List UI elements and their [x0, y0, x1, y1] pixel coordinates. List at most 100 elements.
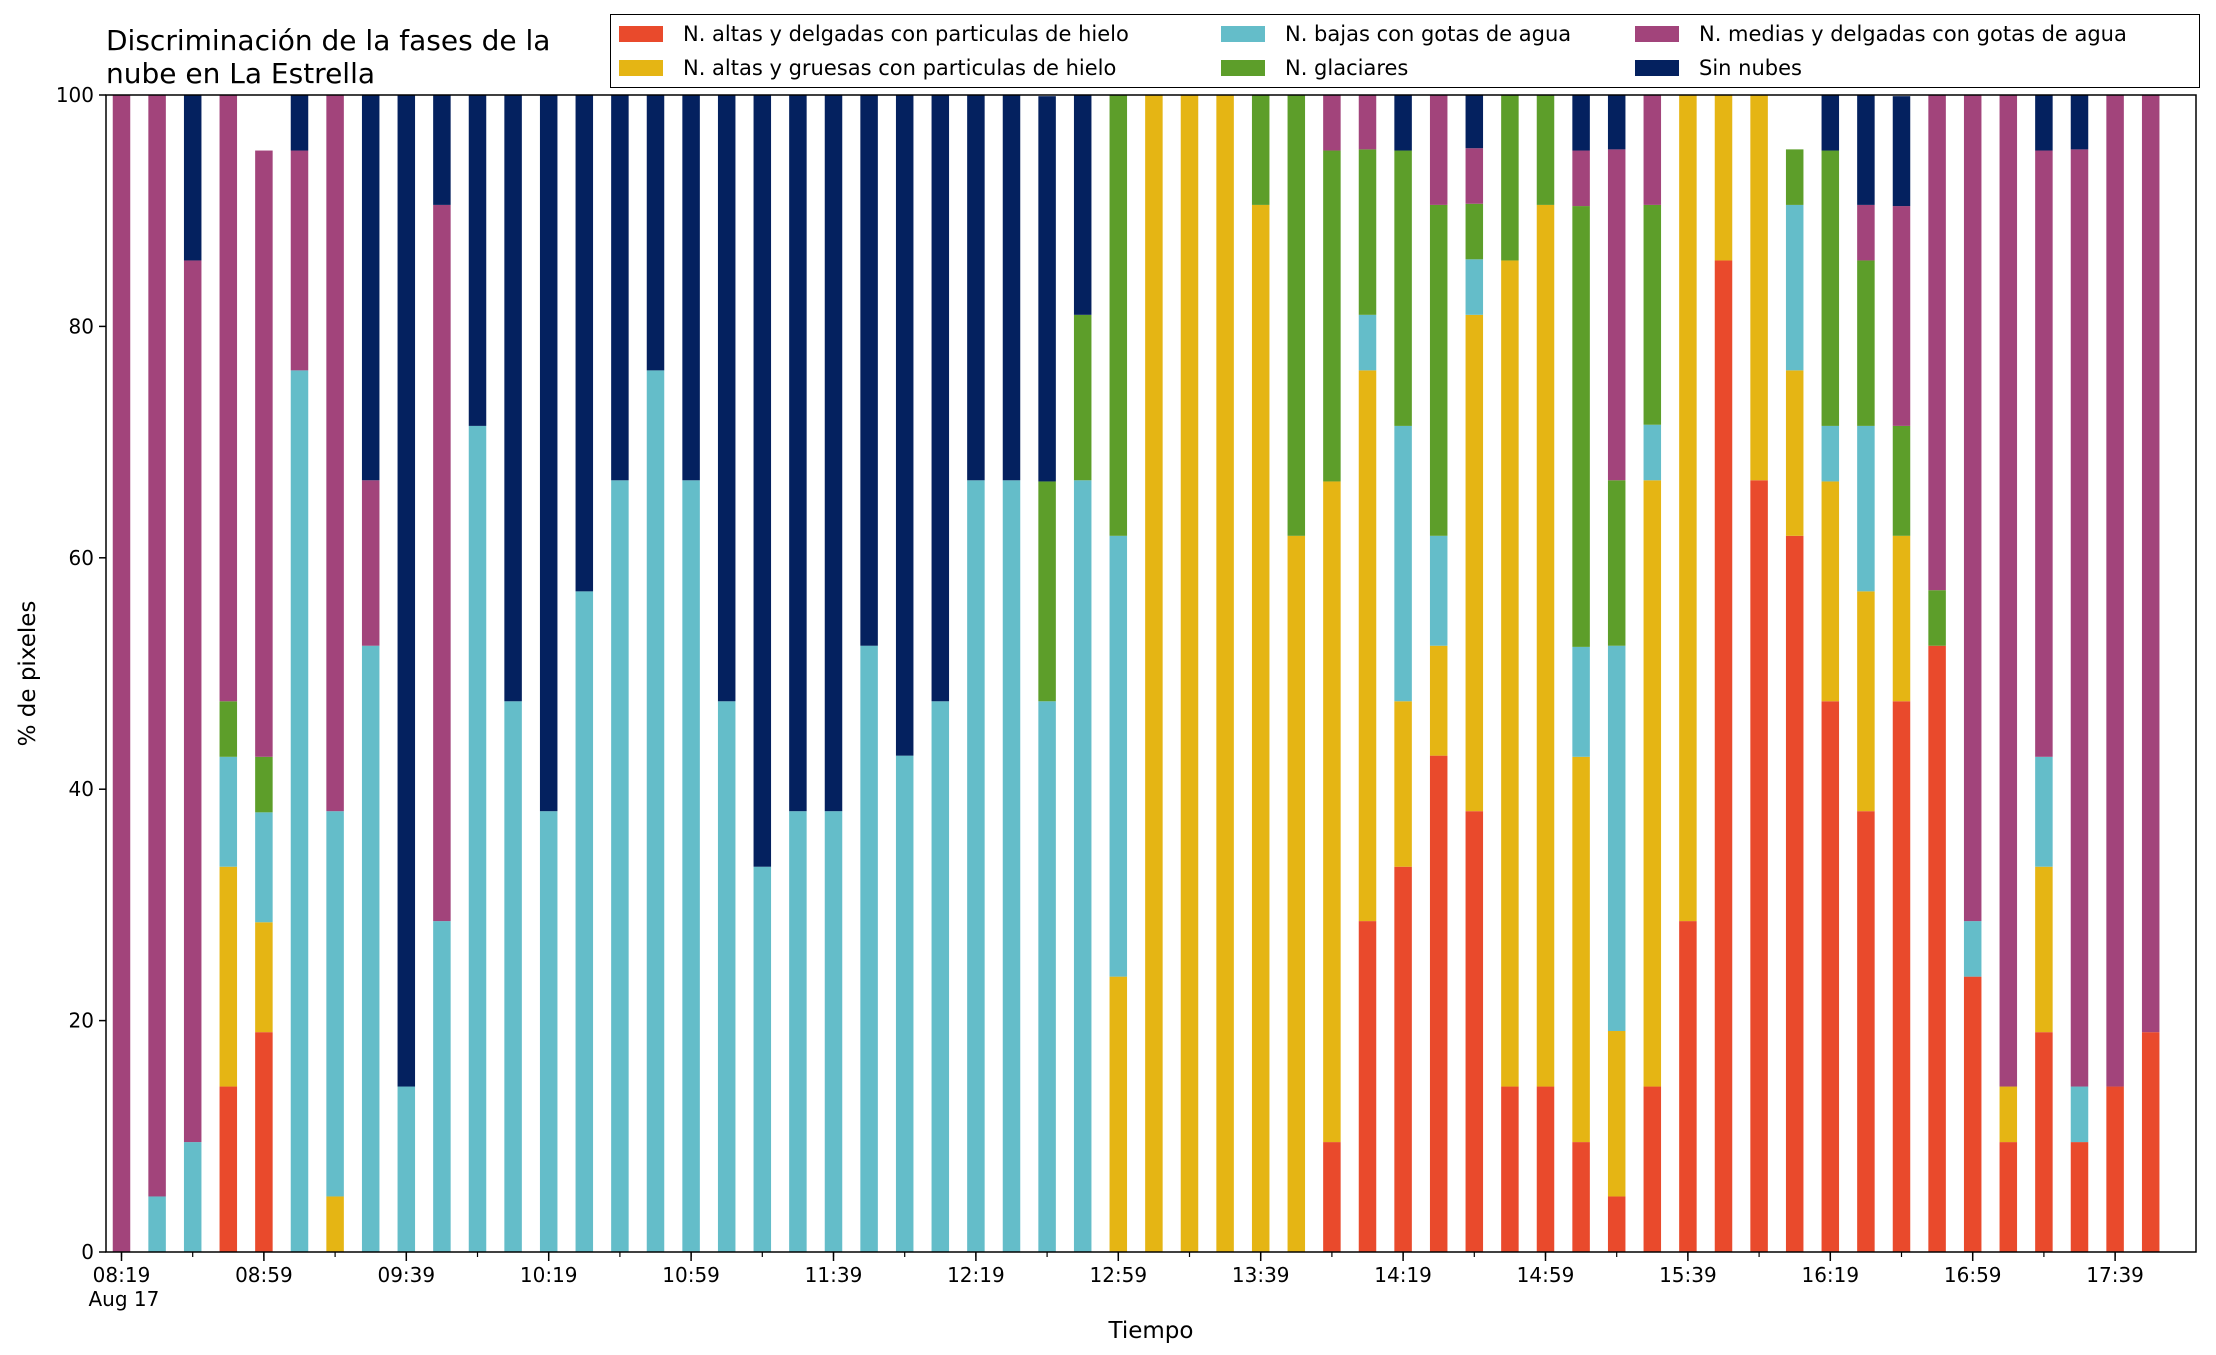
bar-segment	[1465, 148, 1484, 204]
chart-title-line-1: Discriminación de la fases de la	[106, 24, 551, 57]
plot-frame	[105, 94, 2197, 1253]
chart-title-line-2: nube en La Estrella	[106, 57, 376, 90]
y-axis-label: % de pixeles	[15, 601, 41, 747]
bar-segment	[1999, 95, 2018, 1087]
bar-segment	[2035, 866, 2053, 1033]
bar-segment	[1358, 149, 1377, 315]
bar-segment	[1073, 95, 1092, 315]
x-tick-label: 16:19	[1801, 1263, 1859, 1287]
bar-segment	[468, 95, 487, 426]
bar-segment	[1607, 480, 1626, 646]
bar-segment	[1857, 204, 1875, 261]
bar-segment	[1892, 535, 1911, 702]
bar-segment	[1501, 260, 1519, 1087]
bar-segment	[468, 425, 487, 1252]
bar-segment	[1857, 260, 1875, 426]
bar-segment	[1821, 481, 1840, 702]
legend-swatch	[1635, 60, 1679, 76]
x-tick-label: 11:39	[805, 1263, 863, 1287]
bar-segment	[1429, 95, 1448, 205]
bar-segment	[1429, 535, 1448, 646]
bar-segment	[1429, 755, 1448, 1252]
bar-segment	[361, 95, 380, 481]
bar-segment	[1536, 1086, 1555, 1252]
bar-segment	[219, 95, 238, 702]
bar-segment	[2106, 1086, 2124, 1252]
legend-label: N. altas y delgadas con particulas de hi…	[683, 22, 1129, 46]
bar-segment	[219, 756, 238, 867]
bar-segment	[1963, 976, 1982, 1252]
bar-segment	[112, 95, 131, 1252]
bar-segment	[1857, 95, 1875, 205]
bar-segment	[575, 591, 594, 1252]
bar-segment	[611, 95, 629, 481]
x-tick-label: 10:19	[520, 1263, 578, 1287]
x-tick-label: 10:59	[662, 1263, 720, 1287]
bar-segment	[183, 1142, 202, 1252]
bar-segment	[1109, 535, 1128, 977]
bar-segment	[646, 95, 665, 371]
bar-segment	[1501, 95, 1519, 261]
bar-segment	[1109, 976, 1128, 1252]
bar-segment	[1607, 645, 1626, 1032]
bar-segment	[148, 95, 166, 1197]
bar-segment	[1928, 590, 1946, 646]
bar-segment	[504, 701, 522, 1252]
bar-segment	[895, 95, 914, 756]
bar-segment	[433, 921, 451, 1252]
chart-title: Discriminación de la fases de la nube en…	[106, 24, 550, 90]
bar-segment	[2070, 95, 2089, 150]
bar-segment	[682, 480, 700, 1252]
x-tick-label: 08:19	[93, 1263, 151, 1287]
bar-segment	[1572, 150, 1590, 207]
bar-segment	[717, 701, 736, 1252]
bar-segment	[397, 1086, 416, 1252]
bar-segment	[1892, 206, 1911, 426]
bar-segment	[1963, 95, 1982, 922]
legend-label: N. bajas con gotas de agua	[1285, 22, 1572, 46]
bar-segment	[183, 260, 202, 1143]
bar-segment	[1785, 535, 1804, 1252]
bar-segment	[290, 95, 309, 151]
bar-segment	[611, 480, 629, 1252]
bar-segment	[1679, 95, 1697, 922]
bar-segment	[1002, 95, 1021, 481]
legend-item-altas-delgadas: N. altas y delgadas con particulas de hi…	[619, 21, 1129, 47]
bar-segment	[1109, 95, 1128, 536]
bar-segment	[1750, 480, 1768, 1252]
bar-segment	[682, 95, 700, 481]
bar-segment	[1643, 1086, 1662, 1252]
bar-segment	[1963, 921, 1982, 977]
bar-segment	[1465, 203, 1484, 260]
x-tick-label: 14:59	[1517, 1263, 1575, 1287]
bar-segment	[1999, 1142, 2018, 1252]
bars	[112, 95, 2160, 1252]
legend-swatch	[1221, 26, 1265, 42]
y-tick-label: 40	[69, 777, 94, 801]
bar-segment	[290, 150, 309, 371]
x-tick-label: 12:19	[947, 1263, 1005, 1287]
bar-segment	[2106, 95, 2124, 1087]
x-tick-label: 16:59	[1944, 1263, 2002, 1287]
y-tick-label: 100	[56, 83, 94, 107]
bar-segment	[967, 95, 985, 481]
bar-segment	[1785, 204, 1804, 371]
bar-segment	[753, 866, 772, 1252]
legend-item-glaciares: N. glaciares	[1221, 55, 1408, 81]
bar-segment	[1821, 95, 1840, 151]
legend-swatch	[1635, 26, 1679, 42]
bar-segment	[646, 370, 665, 1252]
legend-label: N. altas y gruesas con particulas de hie…	[683, 56, 1117, 80]
bar-segment	[433, 204, 451, 922]
bar-segment	[1358, 95, 1377, 150]
bar-segment	[1572, 1142, 1590, 1252]
bar-segment	[789, 811, 807, 1252]
bar-segment	[2035, 756, 2053, 867]
bar-segment	[1465, 811, 1484, 1252]
bar-segment	[1251, 95, 1270, 205]
bar-segment	[1038, 96, 1056, 482]
bar-segment	[219, 1086, 238, 1252]
bar-segment	[1287, 535, 1306, 1252]
bar-segment	[1216, 95, 1234, 1252]
